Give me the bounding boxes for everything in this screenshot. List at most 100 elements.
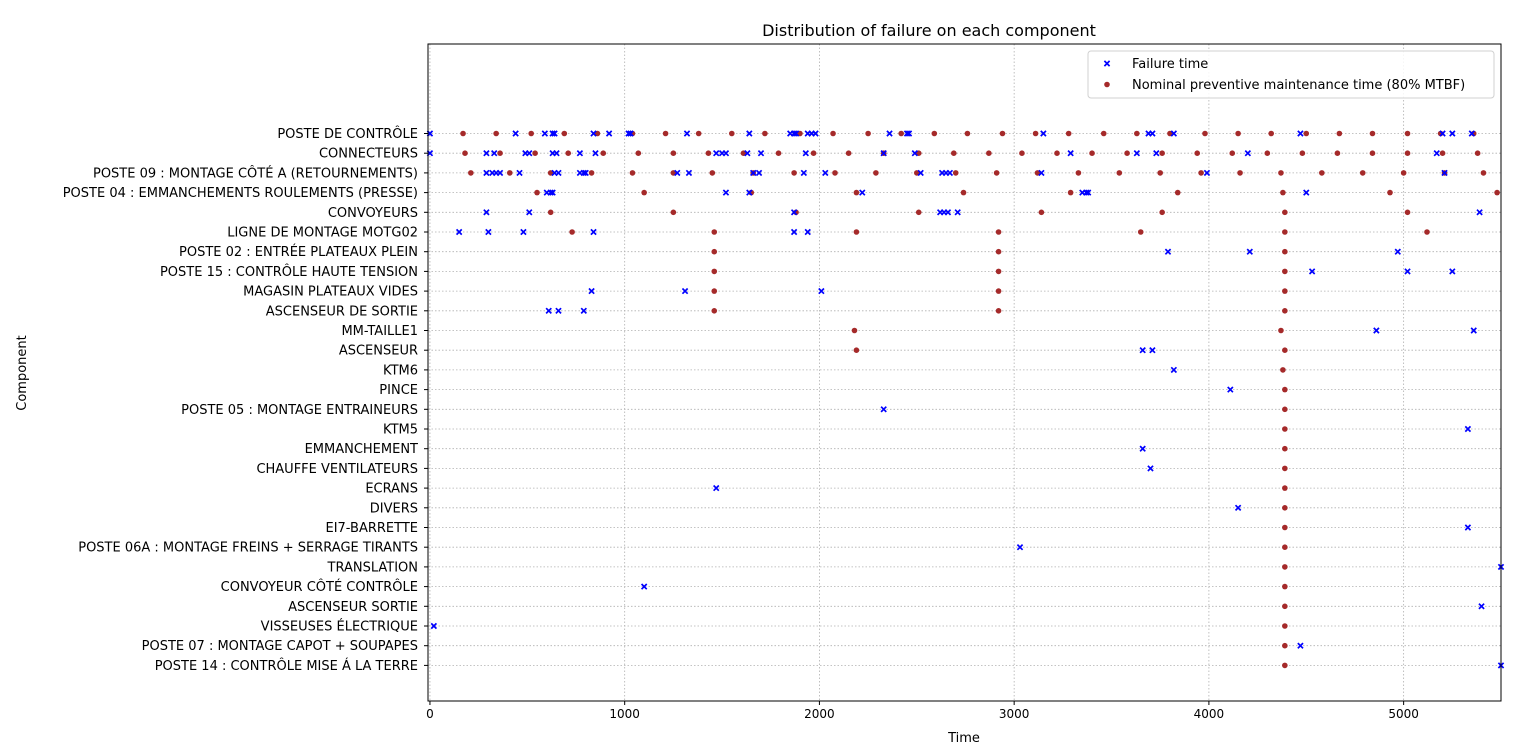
failure-point	[1394, 248, 1401, 255]
failure-point	[802, 149, 809, 157]
maintenance-point	[762, 130, 768, 137]
maintenance-point	[986, 150, 992, 156]
maintenance-point	[711, 248, 718, 255]
y-tick-label: EMMANCHEMENT	[305, 442, 418, 457]
maintenance-point	[950, 150, 957, 156]
y-tick-label: POSTE 02 : ENTRÉE PLATEAUX PLEIN	[179, 244, 418, 260]
failure-point	[1470, 327, 1477, 334]
y-tick-label: POSTE 15 : CONTRÔLE HAUTE TENSION	[160, 264, 418, 280]
maintenance-point	[635, 150, 642, 156]
maintenance-point	[1282, 564, 1288, 570]
failure-point	[790, 228, 798, 236]
maintenance-point	[1282, 308, 1288, 314]
failure-point	[588, 287, 595, 295]
failure-point	[859, 189, 866, 196]
maintenance-point	[898, 130, 905, 137]
maintenance-point	[588, 170, 595, 176]
maintenance-point	[995, 288, 1002, 294]
failure-point	[1067, 149, 1074, 157]
maintenance-point	[1124, 150, 1130, 156]
maintenance-point	[1065, 130, 1072, 137]
maintenance-point	[1116, 170, 1123, 176]
failure-point	[549, 130, 556, 137]
failure-point	[605, 130, 613, 137]
maintenance-point	[1282, 583, 1288, 590]
failure-point	[713, 484, 720, 492]
y-tick-label: MAGASIN PLATEAUX VIDES	[243, 285, 418, 300]
maintenance-point	[1282, 426, 1288, 432]
maintenance-point	[952, 170, 959, 176]
maintenance-point	[1282, 642, 1288, 649]
maintenance-point	[1198, 170, 1204, 176]
maintenance-point	[791, 170, 797, 176]
failure-point	[485, 228, 492, 236]
failure-point	[512, 130, 519, 137]
failure-point	[713, 149, 720, 157]
failure-point	[541, 130, 549, 137]
failure-point	[1468, 130, 1475, 137]
y-tick-label: CONVOYEURS	[328, 206, 418, 221]
failure-point	[750, 169, 757, 177]
maintenance-point	[641, 189, 647, 196]
maintenance-point	[1282, 288, 1288, 294]
maintenance-point	[1359, 170, 1366, 176]
failure-point	[746, 189, 753, 196]
failure-point	[1170, 366, 1178, 374]
x-tick-label: 0	[426, 707, 434, 721]
maintenance-point	[1278, 170, 1284, 176]
y-tick-label: CONVOYEUR CÔTÉ CONTRÔLE	[221, 579, 418, 595]
maintenance-point	[1157, 170, 1164, 176]
legend-marker-maintenance	[1104, 81, 1110, 88]
maintenance-point	[1336, 130, 1343, 137]
maintenance-point	[1282, 406, 1288, 413]
failure-point	[520, 228, 527, 236]
maintenance-point	[1480, 170, 1487, 176]
x-axis-label: Time	[947, 731, 980, 746]
maintenance-point	[1400, 170, 1407, 176]
failure-point	[1404, 268, 1411, 275]
maintenance-point	[775, 150, 782, 156]
maintenance-point	[561, 130, 568, 137]
maintenance-point	[497, 150, 503, 156]
failure-point	[640, 583, 648, 590]
maintenance-point	[711, 268, 718, 275]
maintenance-point	[1424, 229, 1430, 235]
maintenance-point	[1032, 130, 1039, 137]
failure-point	[627, 130, 634, 137]
failure-point	[812, 130, 819, 137]
failure-point	[483, 169, 490, 177]
failure-point	[545, 307, 552, 315]
failure-point	[547, 189, 554, 196]
failure-point	[1139, 445, 1146, 452]
failure-point	[722, 149, 730, 157]
maintenance-point	[695, 130, 702, 137]
failure-point	[880, 149, 887, 157]
maintenance-point	[832, 170, 838, 176]
failure-point	[917, 169, 924, 177]
maintenance-point	[1282, 662, 1288, 669]
maintenance-point	[1282, 603, 1288, 610]
maintenance-point	[1067, 189, 1074, 196]
maintenance-point	[460, 130, 466, 137]
maintenance-point	[1369, 130, 1376, 137]
failure-point	[590, 228, 597, 236]
failure-point	[555, 169, 562, 177]
failure-point	[576, 149, 584, 157]
failure-point	[792, 130, 800, 137]
failure-point	[681, 287, 689, 295]
y-tick-label: ASCENSEUR	[339, 344, 418, 359]
maintenance-point	[1282, 347, 1288, 354]
maintenance-point	[1282, 248, 1288, 255]
failure-point	[430, 622, 438, 630]
y-tick-label: POSTE 04 : EMMANCHEMENTS ROULEMENTS (PRE…	[63, 186, 418, 201]
failure-point	[1297, 642, 1304, 649]
failure-point	[1439, 130, 1446, 137]
failure-point	[1441, 169, 1448, 177]
failure-point	[590, 130, 597, 137]
maintenance-point	[1387, 189, 1393, 196]
y-tick-label: POSTE 09 : MONTAGE CÔTÉ A (RETOURNEMENTS…	[93, 165, 418, 181]
x-tick-label: 2000	[804, 707, 835, 721]
maintenance-point	[1089, 150, 1095, 156]
failure-point	[1133, 149, 1141, 157]
failure-point	[1153, 149, 1160, 157]
